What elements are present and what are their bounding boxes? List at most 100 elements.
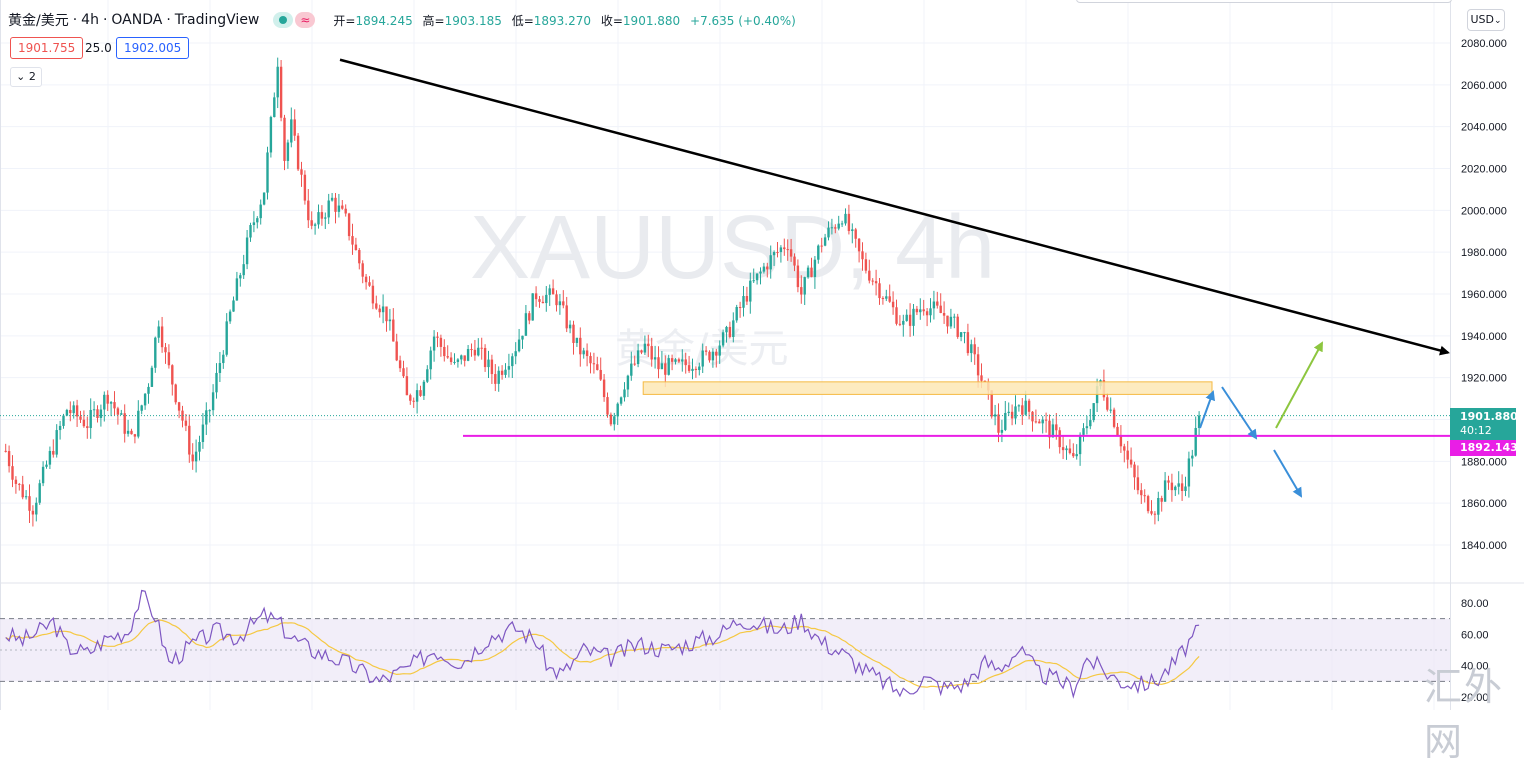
interval-label[interactable]: 4h xyxy=(81,12,99,28)
separator: · xyxy=(166,12,171,28)
price-chart[interactable]: XAUUSD, 4h 黄金/美元 2080.000 2060.000 2040.000 2… xyxy=(0,0,1524,710)
candle xyxy=(286,142,290,161)
candle xyxy=(878,283,881,299)
market-status-icon[interactable] xyxy=(273,12,294,28)
candle xyxy=(205,410,208,425)
candle xyxy=(1014,406,1017,419)
candle xyxy=(198,442,201,452)
candle xyxy=(704,350,708,352)
candle xyxy=(456,359,460,362)
candle xyxy=(528,313,531,321)
buy-button[interactable]: 1902.005 xyxy=(116,37,190,59)
resistance-zone[interactable] xyxy=(642,381,1213,395)
candle xyxy=(895,307,898,324)
candle xyxy=(1044,419,1048,421)
candle xyxy=(147,386,150,394)
candle xyxy=(1153,513,1157,515)
candle xyxy=(41,466,45,484)
candle xyxy=(65,409,69,416)
candle xyxy=(1191,455,1194,459)
candle xyxy=(157,326,160,338)
candle xyxy=(347,213,351,237)
candle xyxy=(385,306,388,322)
candle xyxy=(232,300,235,312)
candle xyxy=(752,280,755,282)
separator: · xyxy=(102,12,108,28)
candle xyxy=(980,375,983,381)
candle xyxy=(524,313,528,336)
currency-label: USD xyxy=(1470,13,1494,26)
candle xyxy=(177,402,181,411)
candle xyxy=(868,270,871,281)
candle xyxy=(1119,435,1123,447)
indicators-toggle-button[interactable]: ⌄ 2 xyxy=(10,67,42,87)
candle xyxy=(310,220,313,226)
currency-select[interactable]: USD⌄ xyxy=(1467,9,1505,31)
candle xyxy=(381,306,385,313)
candle xyxy=(1092,403,1095,421)
candle xyxy=(616,403,619,417)
sell-button[interactable]: 1901.755 xyxy=(10,37,84,59)
projection-arrow-bullish[interactable] xyxy=(1275,341,1323,429)
candle xyxy=(1048,420,1051,438)
candle xyxy=(225,321,228,355)
projection-arrow-down[interactable] xyxy=(1221,386,1258,440)
candle xyxy=(38,483,41,503)
candle xyxy=(181,410,184,421)
candle xyxy=(732,320,735,337)
candle xyxy=(575,337,579,343)
candle xyxy=(58,425,62,431)
wave-icon[interactable]: ≈ xyxy=(295,12,316,28)
candle xyxy=(133,434,137,437)
candle xyxy=(888,296,891,302)
candle xyxy=(1140,490,1143,496)
candle xyxy=(266,152,269,193)
candle xyxy=(7,451,11,467)
candle xyxy=(602,379,606,398)
candle xyxy=(942,312,946,316)
change-value: +7.635 (+0.40%) xyxy=(690,13,796,28)
projection-arrow-up[interactable] xyxy=(1199,390,1215,429)
candle xyxy=(854,229,857,239)
price-axis-label: 2040.000 xyxy=(1461,122,1507,134)
candle xyxy=(857,238,861,252)
candle xyxy=(908,314,912,326)
candle xyxy=(184,420,188,426)
high-label: 高= xyxy=(422,13,445,28)
candle xyxy=(361,263,364,277)
candle xyxy=(898,323,902,325)
candle xyxy=(640,350,643,353)
candle xyxy=(344,208,347,214)
trendline[interactable] xyxy=(339,58,1450,356)
candle xyxy=(11,466,14,480)
candle xyxy=(154,337,157,368)
high-value: 1903.185 xyxy=(444,13,502,28)
candle xyxy=(24,496,28,498)
candle xyxy=(769,255,772,270)
candle xyxy=(208,410,211,412)
candle xyxy=(239,275,242,279)
candle xyxy=(660,363,664,370)
candle xyxy=(861,251,864,260)
candle xyxy=(293,119,296,136)
candle xyxy=(1143,495,1146,497)
candle xyxy=(796,265,800,288)
candle xyxy=(504,369,507,375)
broker-label: OANDA xyxy=(111,12,163,28)
symbol-name[interactable]: 黄金/美元 xyxy=(8,13,69,29)
candle xyxy=(562,301,565,306)
projection-arrow-bearish[interactable] xyxy=(1273,449,1303,498)
candle xyxy=(218,363,222,373)
candle xyxy=(1194,427,1197,456)
candle xyxy=(749,280,752,302)
low-value: 1893.270 xyxy=(533,13,592,28)
candle xyxy=(592,363,596,365)
candle xyxy=(844,213,847,224)
candle xyxy=(317,212,320,225)
candle xyxy=(925,311,929,316)
rsi-line xyxy=(5,589,1200,699)
candle xyxy=(171,365,174,385)
open-value: 1894.245 xyxy=(355,13,413,28)
candle xyxy=(466,349,470,361)
candle xyxy=(228,311,232,322)
